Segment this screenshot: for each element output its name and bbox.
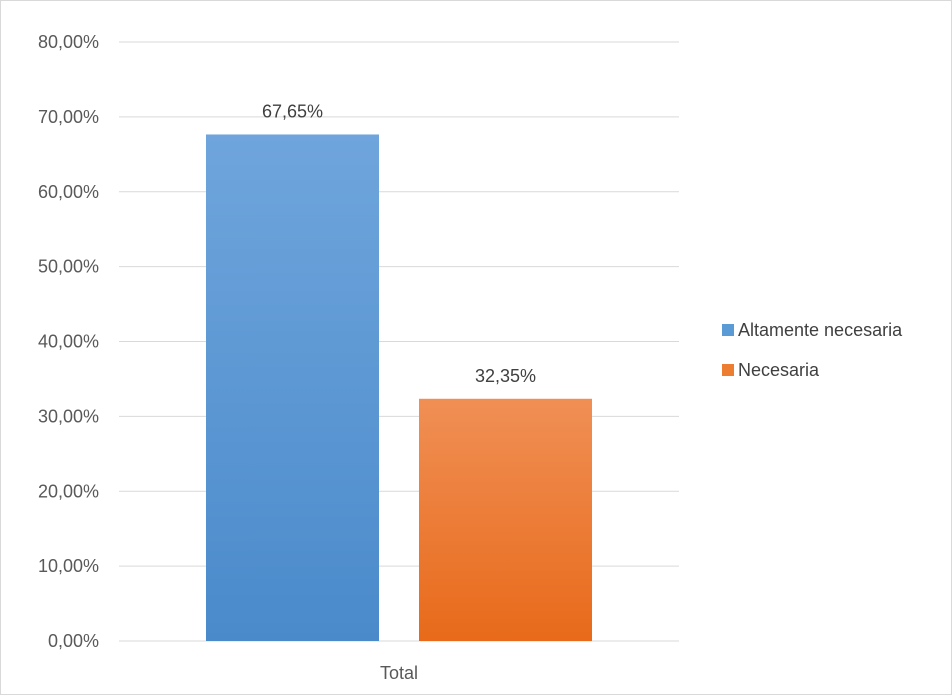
- y-tick-label: 60,00%: [38, 182, 99, 202]
- y-tick-label: 70,00%: [38, 107, 99, 127]
- legend: Altamente necesaria Necesaria: [722, 320, 903, 380]
- legend-swatch: [722, 364, 734, 376]
- y-tick-label: 20,00%: [38, 481, 99, 501]
- y-tick-label: 50,00%: [38, 257, 99, 277]
- legend-label: Altamente necesaria: [738, 320, 903, 340]
- y-tick-label: 0,00%: [48, 631, 99, 651]
- y-tick-label: 30,00%: [38, 406, 99, 426]
- data-labels: 67,65% 32,35%: [262, 101, 536, 385]
- y-tick-label: 10,00%: [38, 556, 99, 576]
- bars: [206, 134, 592, 641]
- gridlines: [119, 41, 679, 642]
- legend-label: Necesaria: [738, 360, 820, 380]
- x-axis-category-labels: Total: [380, 663, 418, 683]
- y-tick-label: 40,00%: [38, 332, 99, 352]
- bar-altamente-necesaria: [206, 134, 379, 641]
- data-label: 67,65%: [262, 101, 323, 121]
- x-category-label: Total: [380, 663, 418, 683]
- legend-swatch: [722, 324, 734, 336]
- y-tick-label: 80,00%: [38, 32, 99, 52]
- bar-necesaria: [419, 398, 592, 641]
- data-label: 32,35%: [475, 366, 536, 386]
- y-axis-tick-labels: 0,00% 10,00% 20,00% 30,00% 40,00% 50,00% 60,00…: [38, 32, 99, 651]
